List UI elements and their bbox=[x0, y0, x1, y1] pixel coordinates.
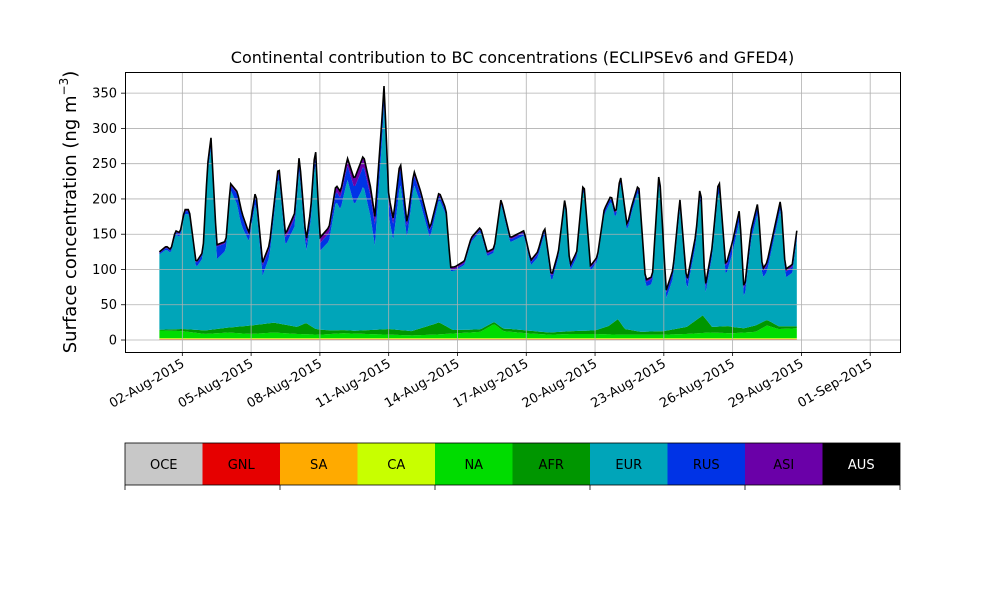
y-tick-label: 100 bbox=[92, 263, 117, 278]
x-tick-label: 08-Aug-2015 bbox=[245, 356, 325, 411]
legend-label-asi: ASI bbox=[773, 458, 794, 473]
legend-label-gnl: GNL bbox=[228, 458, 256, 473]
area-eur bbox=[159, 106, 796, 333]
legend-label-sa: SA bbox=[310, 458, 327, 473]
x-tick-label: 02-Aug-2015 bbox=[107, 356, 187, 411]
x-tick-label: 01-Sep-2015 bbox=[795, 356, 875, 411]
y-axis-label-close: ) bbox=[60, 71, 81, 78]
x-axis-ticks: 02-Aug-201505-Aug-201508-Aug-201511-Aug-… bbox=[107, 352, 875, 412]
y-axis-label-main: Surface concentration (ng m bbox=[60, 95, 81, 353]
y-tick-label: 200 bbox=[92, 192, 117, 207]
x-tick-label: 17-Aug-2015 bbox=[451, 356, 531, 411]
chart-title: Continental contribution to BC concentra… bbox=[231, 48, 794, 67]
y-tick-label: 300 bbox=[92, 122, 117, 137]
legend-label-rus: RUS bbox=[693, 458, 720, 473]
y-tick-label: 350 bbox=[92, 87, 117, 102]
colorbar-legend: OCE GNL SA CA NA AFR EUR RUS ASI AUS bbox=[125, 443, 900, 490]
legend-label-aus: AUS bbox=[848, 458, 875, 473]
y-axis-ticks: 0 50 100 150 200 250 300 350 bbox=[92, 87, 125, 349]
area-ca bbox=[159, 338, 796, 339]
legend-label-eur: EUR bbox=[615, 458, 642, 473]
y-tick-label: 150 bbox=[92, 228, 117, 243]
y-tick-label: 50 bbox=[100, 298, 117, 313]
y-tick-label: 0 bbox=[109, 334, 117, 349]
x-tick-label: 26-Aug-2015 bbox=[657, 356, 737, 411]
y-axis-label: Surface concentration (ng m−3) bbox=[57, 71, 81, 354]
legend-label-ca: CA bbox=[387, 458, 405, 473]
y-axis-label-sup: −3 bbox=[57, 78, 71, 96]
legend-label-na: NA bbox=[464, 458, 483, 473]
legend-label-oce: OCE bbox=[150, 458, 178, 473]
x-tick-label: 20-Aug-2015 bbox=[520, 356, 600, 411]
y-tick-label: 250 bbox=[92, 157, 117, 172]
x-tick-label: 11-Aug-2015 bbox=[313, 356, 393, 411]
x-tick-label: 29-Aug-2015 bbox=[726, 356, 806, 411]
x-tick-label: 05-Aug-2015 bbox=[176, 356, 256, 411]
x-tick-label: 14-Aug-2015 bbox=[382, 356, 462, 411]
x-tick-label: 23-Aug-2015 bbox=[588, 356, 668, 411]
legend-label-afr: AFR bbox=[539, 458, 564, 473]
